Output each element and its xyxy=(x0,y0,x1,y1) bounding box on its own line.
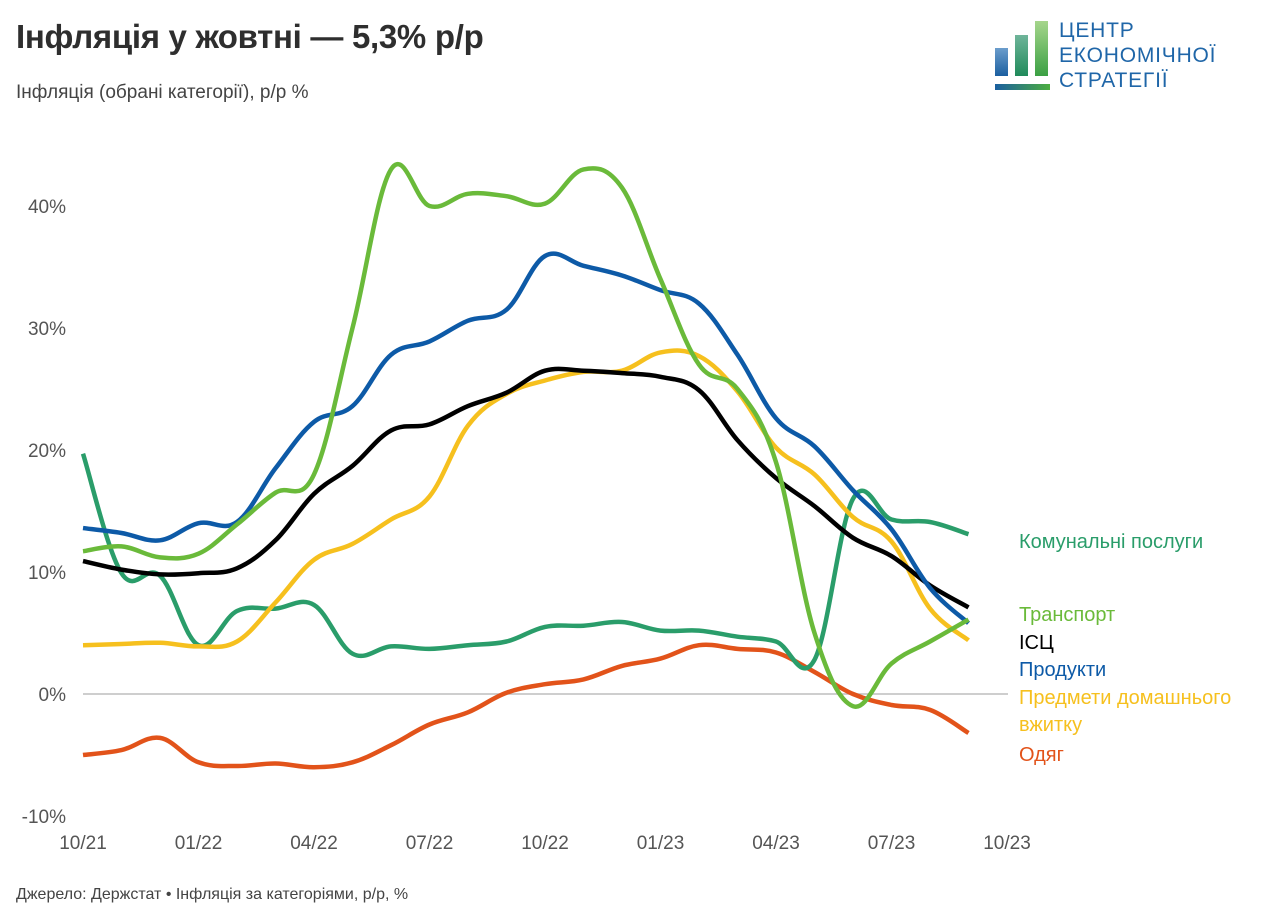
x-tick-label: 10/23 xyxy=(983,833,1031,854)
x-tick-label: 10/21 xyxy=(59,833,107,854)
series-label: Продукти xyxy=(1019,659,1106,681)
x-tick-label: 04/22 xyxy=(290,833,338,854)
y-tick-label: 10% xyxy=(28,563,66,584)
logo: ЦЕНТР ЕКОНОМІЧНОЇ СТРАТЕГІЇ xyxy=(993,18,1253,96)
series-line xyxy=(82,348,970,650)
y-tick-label: 40% xyxy=(28,197,66,218)
bar-chart-logo-icon xyxy=(995,21,1050,90)
source-note: Джерело: Держстат • Інфляція за категорі… xyxy=(16,886,409,903)
logo-text: ЦЕНТР ЕКОНОМІЧНОЇ СТРАТЕГІЇ xyxy=(1059,18,1216,93)
y-axis: -10% 0% 10% 20% 30% 40% xyxy=(22,197,66,828)
series-label: Одяг xyxy=(1019,744,1064,766)
y-tick-label: 30% xyxy=(28,319,66,340)
x-tick-label: 04/23 xyxy=(752,833,800,854)
x-axis: 10/21 01/22 04/22 07/22 10/22 01/23 04/23 07/23… xyxy=(59,833,1031,854)
chart-title: Інфляція у жовтні — 5,3% р/р xyxy=(16,18,484,55)
series-label: Комунальні послуги xyxy=(1019,531,1203,553)
series-group xyxy=(80,162,971,770)
series-label: Предмети домашнього xyxy=(1019,687,1231,709)
series-line xyxy=(80,452,970,671)
series-label: Транспорт xyxy=(1019,604,1115,626)
x-tick-label: 07/23 xyxy=(868,833,916,854)
x-tick-label: 10/22 xyxy=(521,833,569,854)
x-tick-label: 01/23 xyxy=(637,833,685,854)
y-tick-label: -10% xyxy=(22,807,66,828)
series-label: вжитку xyxy=(1019,714,1082,736)
x-tick-label: 01/22 xyxy=(175,833,223,854)
series-label: ІСЦ xyxy=(1019,632,1054,654)
logo-line-2: ЕКОНОМІЧНОЇ xyxy=(1059,44,1217,67)
series-line xyxy=(82,366,970,610)
series-labels: Комунальні послуги Транспорт ІСЦ Продукти Пр… xyxy=(1019,531,1231,766)
chart-subtitle: Інфляція (обрані категорії), р/р % xyxy=(16,82,309,103)
y-tick-label: 20% xyxy=(28,441,66,462)
x-tick-label: 07/22 xyxy=(406,833,454,854)
logo-line-3: СТРАТЕГІЇ xyxy=(1059,69,1169,92)
y-tick-label: 0% xyxy=(39,685,67,706)
series-line xyxy=(82,162,970,709)
series-line xyxy=(82,642,970,770)
logo-line-1: ЦЕНТР xyxy=(1059,19,1135,42)
